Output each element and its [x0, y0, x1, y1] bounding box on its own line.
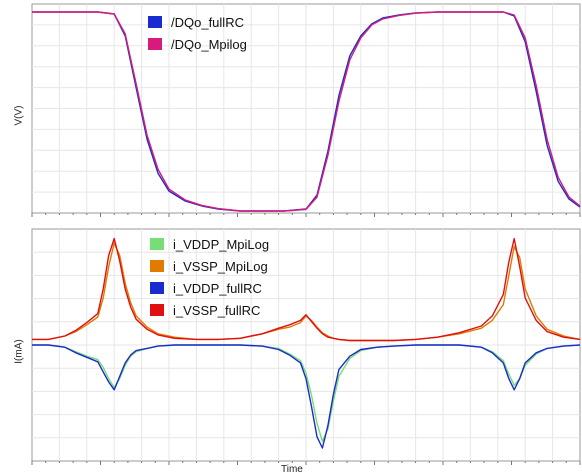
legend-label: i_VSSP_MpiLog [173, 258, 268, 274]
legend-label: /DQo_Mpilog [171, 36, 247, 52]
legend-swatch [150, 304, 164, 316]
legend-label: /DQo_fullRC [171, 14, 244, 30]
legend-item: i_VSSP_fullRC [150, 299, 269, 321]
legend-swatch [148, 38, 162, 50]
legend-item: i_VDDP_MpiLog [150, 233, 269, 255]
legend-label: i_VSSP_fullRC [173, 302, 261, 318]
legend-label: i_VDDP_MpiLog [173, 236, 270, 252]
legend-swatch [148, 16, 162, 28]
legend-swatch [150, 282, 164, 294]
series-line-i-vddp-mpilog [32, 344, 581, 442]
series-line-dqo-mpilog [32, 11, 581, 212]
legend-item: i_VDDP_fullRC [150, 277, 269, 299]
legend-swatch [150, 260, 164, 272]
top-y-axis-label: V(V) [13, 105, 25, 126]
legend-label: i_VDDP_fullRC [173, 280, 262, 296]
legend-swatch [150, 238, 164, 250]
x-axis-label: Time [281, 464, 303, 475]
series-line-i-vddp-fullrc [32, 344, 581, 449]
legend-item: /DQo_Mpilog [148, 33, 247, 55]
legend-item: i_VSSP_MpiLog [150, 255, 269, 277]
legend-item: /DQo_fullRC [148, 11, 247, 33]
voltage-plot-panel [31, 3, 581, 217]
current-plot-panel [31, 228, 581, 465]
series-line-i-vssp-fullrc [32, 237, 581, 342]
bottom-y-axis-label: I(mA) [13, 339, 25, 364]
bottom-legend: i_VDDP_MpiLog i_VSSP_MpiLog i_VDDP_fullR… [150, 233, 269, 321]
series-line-dqo-fullrc [32, 11, 581, 212]
top-legend: /DQo_fullRC /DQo_Mpilog [148, 11, 247, 55]
